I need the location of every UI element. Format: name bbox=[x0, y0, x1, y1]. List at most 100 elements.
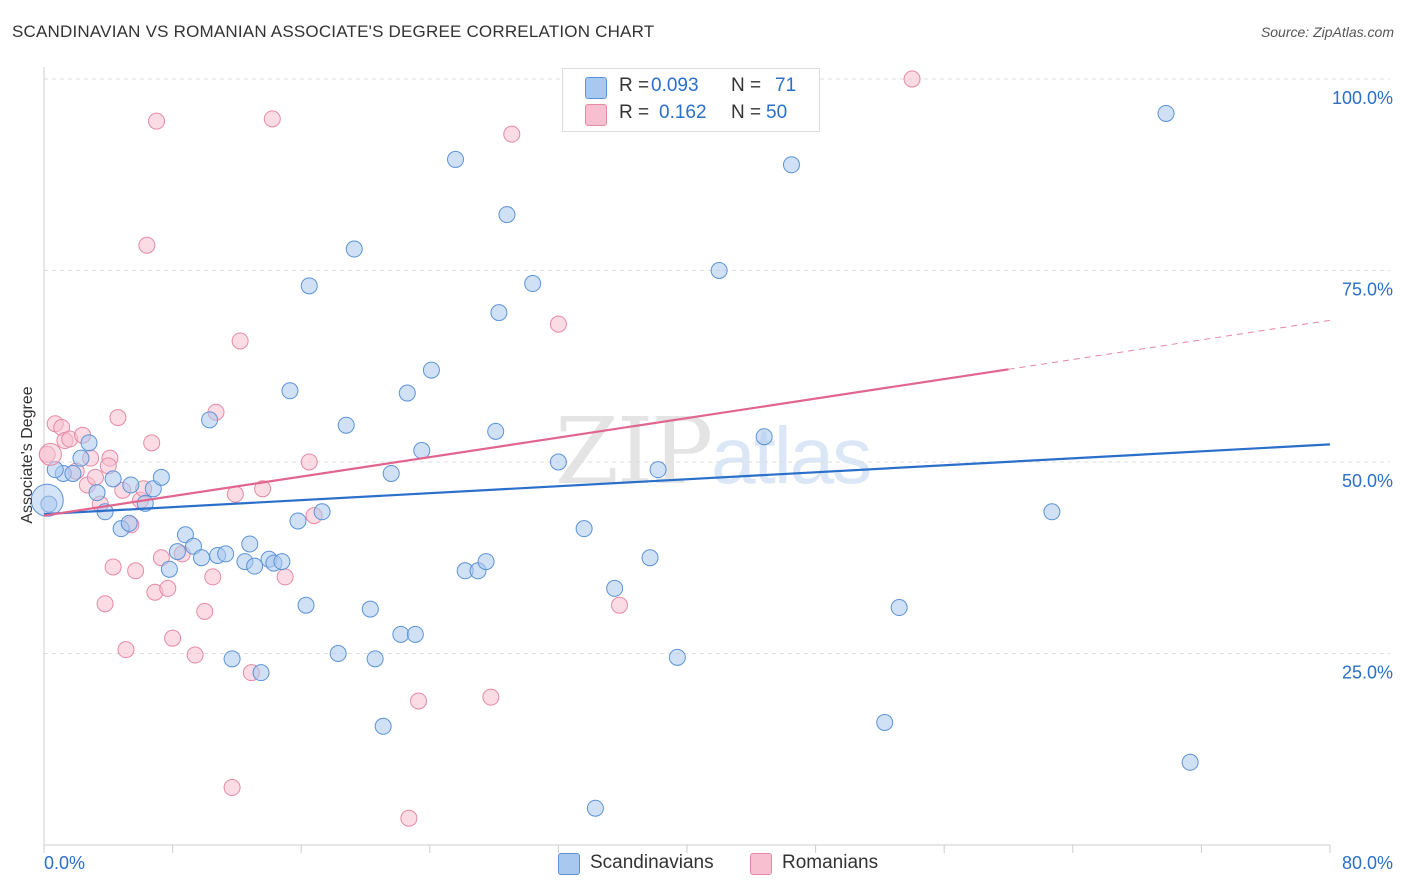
scandinavian-point bbox=[374, 717, 392, 735]
scandinavian-point bbox=[606, 579, 624, 597]
scandinavian-point bbox=[337, 416, 355, 434]
romanian-point bbox=[109, 409, 127, 427]
scandinavian-point bbox=[297, 596, 315, 614]
romanian-point bbox=[276, 568, 294, 586]
scandinavian-point bbox=[782, 156, 800, 174]
romanian-point bbox=[164, 629, 182, 647]
scandinavian-point bbox=[586, 799, 604, 817]
romanian-point bbox=[410, 692, 428, 710]
scandinavian-point bbox=[710, 262, 728, 279]
scandinavian-point bbox=[413, 442, 431, 460]
romanian-point bbox=[104, 558, 122, 576]
scandinavian-point bbox=[398, 384, 416, 402]
scandinavian-point bbox=[176, 526, 194, 544]
scandinavian-point bbox=[252, 664, 270, 682]
x-tick-label: 0.0% bbox=[44, 853, 85, 873]
x-tick-label: 80.0% bbox=[1342, 853, 1393, 873]
legend-r-value: 0.162 bbox=[659, 102, 707, 123]
romanian-point bbox=[138, 236, 156, 254]
y-tick-label: 100.0% bbox=[1332, 88, 1393, 108]
romanian-point bbox=[231, 332, 249, 350]
scandinavian-point bbox=[422, 361, 440, 379]
scandinavian-point bbox=[1043, 503, 1061, 521]
scandinavian-point bbox=[104, 470, 122, 488]
romanian-point bbox=[96, 595, 114, 613]
romanians-swatch bbox=[750, 853, 772, 875]
scandinavian-point bbox=[246, 557, 264, 575]
scandinavian-point bbox=[88, 484, 106, 502]
chart-title: SCANDINAVIAN VS ROMANIAN ASSOCIATE'S DEG… bbox=[12, 22, 655, 41]
legend-r-label: R = bbox=[619, 75, 650, 96]
romanian-point bbox=[549, 315, 567, 333]
scandinavian-point bbox=[160, 560, 178, 578]
scandinavian-point bbox=[300, 277, 318, 295]
scandinavian-point bbox=[755, 428, 773, 446]
scandinavian-point bbox=[217, 545, 235, 563]
romanian-point bbox=[86, 468, 104, 486]
scandinavian-point bbox=[1181, 753, 1199, 771]
romanian-point bbox=[482, 688, 500, 706]
y-tick-label: 25.0% bbox=[1342, 663, 1393, 683]
scandinavian-point bbox=[152, 468, 170, 486]
scandinavian-point bbox=[241, 535, 259, 553]
legend-row-romanians: R = 0.162 N = 50 bbox=[585, 102, 805, 126]
scandinavian-point bbox=[313, 503, 331, 521]
scandinavian-point bbox=[392, 625, 410, 643]
y-axis-label: Associate's Degree bbox=[19, 386, 36, 524]
y-tick-label: 75.0% bbox=[1342, 280, 1393, 300]
legend-n-label: N = bbox=[731, 75, 762, 96]
romanian-point bbox=[400, 809, 418, 827]
romanian-trend-line bbox=[43, 368, 1009, 517]
scandinavian-point bbox=[382, 464, 400, 482]
scandinavian-point bbox=[498, 206, 516, 224]
scandinavians-swatch bbox=[558, 853, 580, 875]
scandinavian-point bbox=[477, 553, 495, 571]
scandinavian-point bbox=[193, 549, 211, 567]
scandinavians-swatch bbox=[585, 77, 607, 99]
romanian-point bbox=[263, 110, 281, 128]
scandinavian-point bbox=[72, 449, 90, 467]
scandinavian-point bbox=[575, 520, 593, 538]
watermark: ZIPatlas bbox=[555, 398, 872, 505]
legend-n-value: 50 bbox=[766, 102, 788, 123]
romanian-point bbox=[117, 641, 135, 659]
scandinavian-point bbox=[549, 453, 567, 471]
romanian-point bbox=[143, 434, 161, 452]
romanian-point bbox=[610, 596, 628, 614]
scandinavian-point bbox=[487, 422, 505, 440]
scandinavian-point bbox=[120, 514, 138, 532]
romanian-point bbox=[159, 579, 177, 597]
y-tick-label: 50.0% bbox=[1342, 471, 1393, 491]
watermark-zip: ZIP bbox=[555, 398, 713, 505]
romanians-swatch bbox=[585, 104, 607, 126]
romanian-point bbox=[38, 442, 62, 466]
source-label: Source: ZipAtlas.com bbox=[1260, 24, 1394, 40]
scandinavian-point bbox=[1157, 104, 1175, 122]
scandinavian-point bbox=[649, 461, 667, 479]
bottom-legend-label: Romanians bbox=[782, 852, 879, 873]
legend-r-value: 0.093 bbox=[651, 75, 699, 96]
scandinavian-point bbox=[524, 275, 542, 293]
romanian-point bbox=[223, 779, 241, 797]
romanian-point bbox=[186, 646, 204, 664]
scandinavian-point bbox=[345, 240, 363, 258]
scandinavian-point bbox=[273, 553, 291, 571]
romanian-point bbox=[127, 562, 145, 580]
romanian-point bbox=[903, 70, 921, 88]
scandinavian-trend-line bbox=[43, 443, 1331, 516]
scandinavian-point bbox=[184, 537, 202, 555]
scandinavian-point bbox=[366, 650, 384, 668]
romanian-point bbox=[152, 549, 170, 567]
romanian-point bbox=[196, 602, 214, 620]
scandinavian-point bbox=[144, 480, 162, 498]
scandinavian-point bbox=[361, 600, 379, 618]
scandinavian-point bbox=[122, 476, 140, 494]
scandinavian-point bbox=[890, 599, 908, 617]
scandinavian-point bbox=[281, 382, 299, 400]
scandinavian-point bbox=[201, 411, 219, 429]
romanian-point bbox=[300, 453, 318, 471]
scandinavian-point bbox=[641, 549, 659, 567]
legend-n-label: N = bbox=[731, 102, 762, 123]
romanian-point bbox=[148, 112, 166, 130]
romanian-trend-extension bbox=[1008, 319, 1331, 370]
